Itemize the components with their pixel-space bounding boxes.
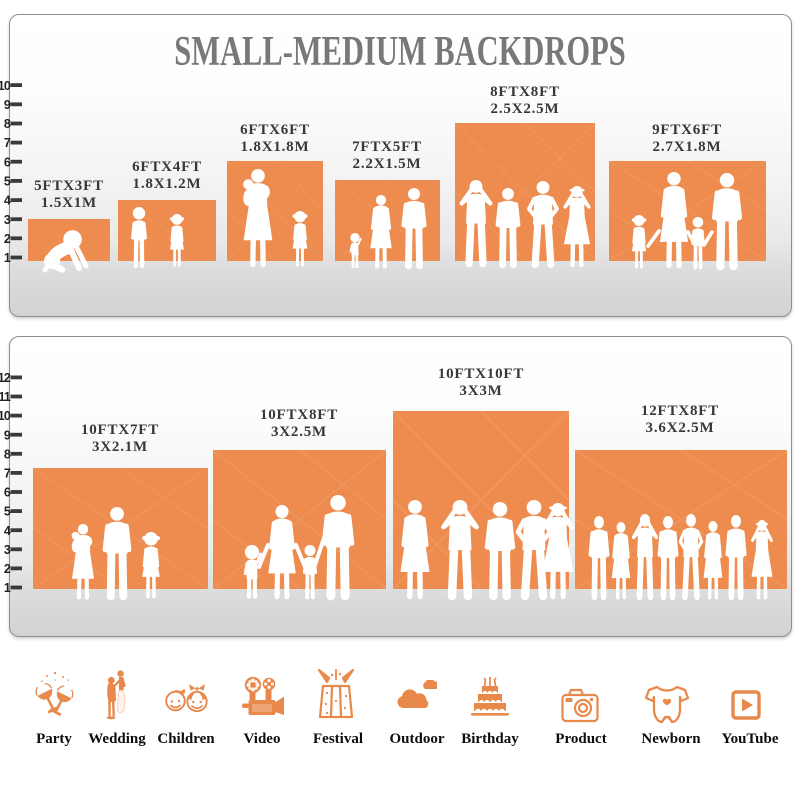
svg-text:10: 10 bbox=[0, 409, 11, 423]
svg-text:3: 3 bbox=[4, 543, 11, 557]
svg-text:9: 9 bbox=[4, 98, 11, 112]
svg-text:6: 6 bbox=[4, 155, 11, 169]
svg-text:2: 2 bbox=[4, 232, 11, 246]
svg-text:8: 8 bbox=[4, 447, 11, 461]
svg-text:5: 5 bbox=[4, 175, 11, 189]
svg-text:4: 4 bbox=[4, 524, 11, 538]
svg-text:11: 11 bbox=[0, 390, 11, 404]
svg-text:1: 1 bbox=[4, 251, 11, 265]
svg-text:12: 12 bbox=[0, 371, 11, 385]
svg-text:4: 4 bbox=[4, 194, 11, 208]
svg-text:3: 3 bbox=[4, 213, 11, 227]
svg-text:9: 9 bbox=[4, 428, 11, 442]
svg-text:10: 10 bbox=[0, 79, 11, 93]
svg-text:6: 6 bbox=[4, 486, 11, 500]
svg-text:1: 1 bbox=[4, 581, 11, 595]
svg-text:7: 7 bbox=[4, 467, 11, 481]
svg-text:7: 7 bbox=[4, 136, 11, 150]
svg-text:5: 5 bbox=[4, 505, 11, 519]
svg-text:2: 2 bbox=[4, 562, 11, 576]
svg-text:8: 8 bbox=[4, 117, 11, 131]
